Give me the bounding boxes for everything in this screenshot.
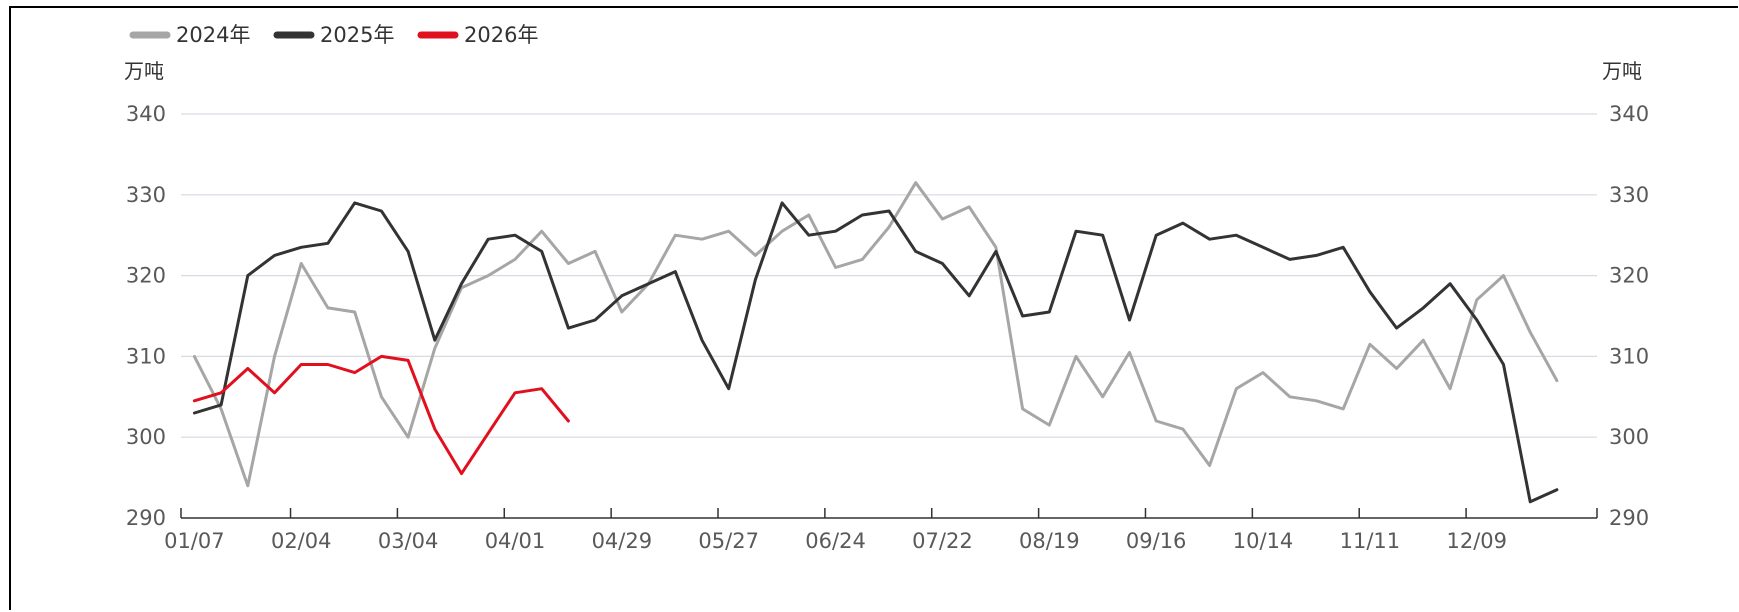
x-tick-label: 06/24 <box>805 529 866 553</box>
x-tick-label: 08/19 <box>1019 529 1080 553</box>
x-tick-label: 07/22 <box>912 529 973 553</box>
y-tick-label-right: 310 <box>1609 344 1649 368</box>
y-tick-label-left: 310 <box>126 344 166 368</box>
x-tick-label: 09/16 <box>1126 529 1187 553</box>
y-tick-label-left: 330 <box>126 183 166 207</box>
y-tick-label-left: 300 <box>126 425 166 449</box>
series-line-2024年 <box>192 181 1559 488</box>
x-tick-label: 04/01 <box>485 529 546 553</box>
y-axis-unit-left: 万吨 <box>124 59 164 83</box>
x-axis: 01/07 02/04 03/04 04/01 04/29 05/27 06/24 07/22… <box>164 508 1598 553</box>
x-tick-label: 01/07 <box>164 529 225 553</box>
y-tick-label-right: 320 <box>1609 264 1649 288</box>
legend-label: 2025年 <box>320 23 394 47</box>
y-axis-unit-right: 万吨 <box>1602 59 1642 83</box>
y-tick-label-right: 300 <box>1609 425 1649 449</box>
y-tick-label-left: 320 <box>126 264 166 288</box>
x-tick-label: 12/09 <box>1447 529 1508 553</box>
legend-label: 2026年 <box>464 23 538 47</box>
x-tick-label: 11/11 <box>1340 529 1401 553</box>
legend: 2024年 2025年 2026年 <box>129 23 538 47</box>
series-line-2025年 <box>192 201 1559 504</box>
y-axis-ticks: 290 290 300 300 310 310 320 320 330 330 340 340 <box>126 102 1649 530</box>
legend-label: 2024年 <box>176 23 250 47</box>
x-tick-label: 10/14 <box>1233 529 1294 553</box>
chart-frame <box>9 6 1738 610</box>
y-tick-label-right: 290 <box>1609 506 1649 530</box>
x-tick-label: 04/29 <box>592 529 653 553</box>
x-tick-label: 02/04 <box>271 529 332 553</box>
x-tick-label: 03/04 <box>378 529 439 553</box>
y-tick-label-left: 290 <box>126 506 166 530</box>
gridlines <box>181 113 1597 438</box>
series-lines <box>192 181 1559 504</box>
series-line-2026年 <box>192 354 570 476</box>
y-tick-label-right: 330 <box>1609 183 1649 207</box>
y-tick-label-right: 340 <box>1609 102 1649 126</box>
x-tick-label: 05/27 <box>698 529 759 553</box>
y-tick-label-left: 340 <box>126 102 166 126</box>
